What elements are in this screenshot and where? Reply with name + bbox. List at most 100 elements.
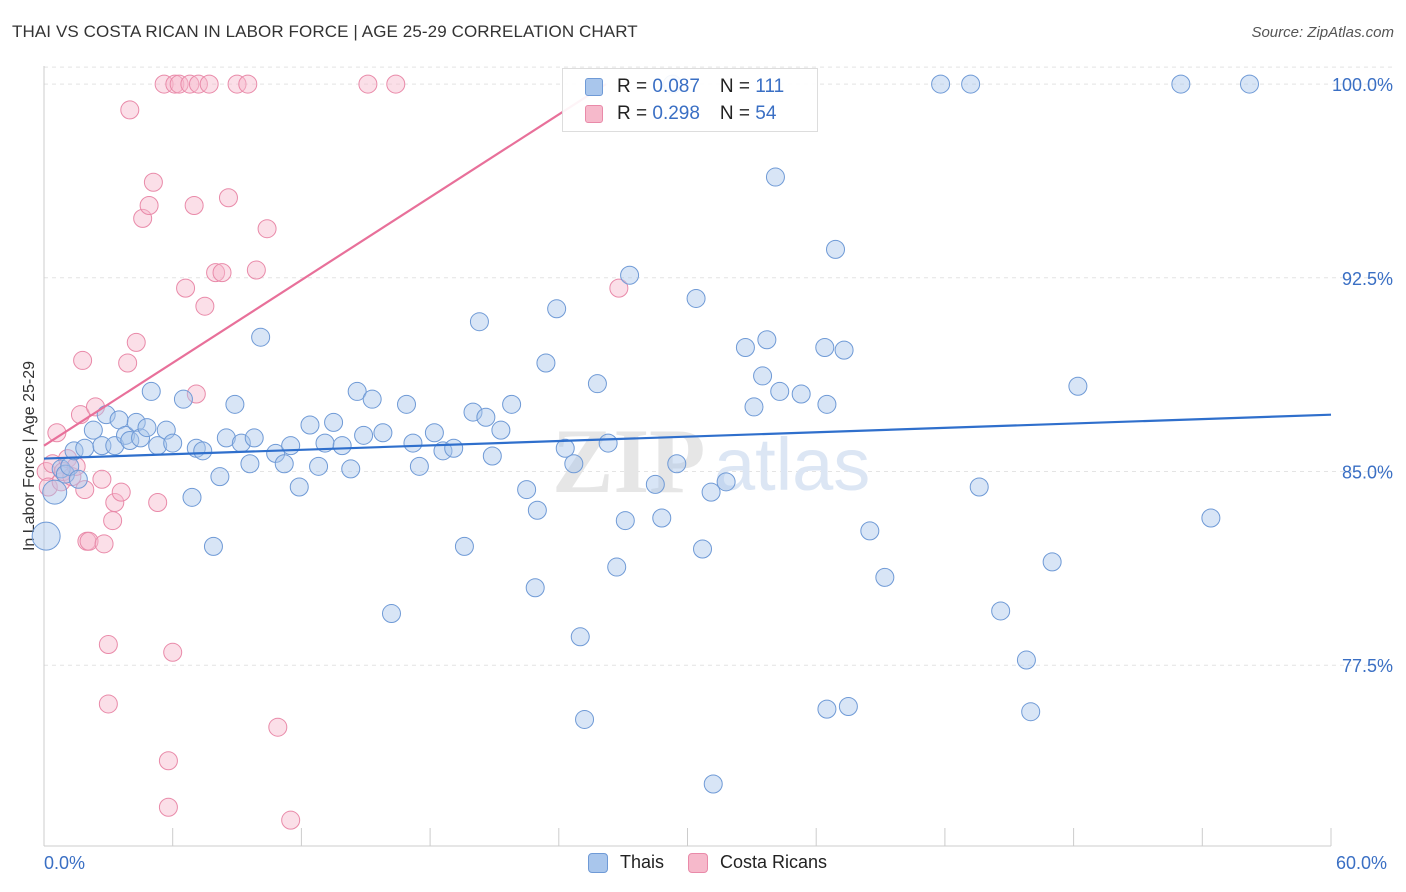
costa-ricans-point [195,296,215,316]
costa-ricans-point [218,188,238,208]
thais-point [961,74,981,94]
thais-point [607,557,627,577]
thais-point [826,239,846,259]
thais-point [381,604,401,624]
thais-point [598,433,618,453]
costa-ricans-point [73,350,93,370]
thais-point [126,412,146,432]
thais-point [362,389,382,409]
thais-point [815,338,835,358]
legend-r-value-thais: 0.087 [652,76,700,97]
thais-point [341,459,361,479]
thais-point [753,366,773,386]
thais-point [1171,74,1191,94]
thais-point [354,425,374,445]
thais-point [991,601,1011,621]
costa-ricans-point [75,480,95,500]
y-tick-label: 85.0% [1342,462,1393,482]
thais-point [735,338,755,358]
y-tick-label: 92.5% [1342,269,1393,289]
thais-point [83,420,103,440]
thais-point [536,353,556,373]
thais-point [42,479,68,505]
legend-swatch-costa-ricans [585,105,603,123]
thais-point [424,423,444,443]
thais-point [163,433,183,453]
thais-point [1042,552,1062,572]
costa-ricans-point [206,263,226,283]
thais-point [1021,702,1041,722]
thais-point [667,454,687,474]
thais-point [686,288,706,308]
costa-ricans-point [126,332,146,352]
thais-point [482,446,502,466]
thais-point [693,539,713,559]
thais-point [75,438,95,458]
costa-ricans-point [118,353,138,373]
thais-point [92,436,112,456]
thais-point [469,312,489,332]
costa-ricans-point [281,810,301,830]
thais-point [555,438,575,458]
thais-point [587,374,607,394]
thais-point [564,454,584,474]
thais-point [281,436,301,456]
thais-point [141,381,161,401]
thais-point [203,536,223,556]
costa-ricans-point [268,717,288,737]
thais-point [274,454,294,474]
legend-r-value-costa-ricans: 0.298 [652,103,700,124]
thais-point [463,402,483,422]
correlation-legend: R = 0.087 N = 111 R = 0.298 N = 54 [562,68,818,132]
thais-point [770,381,790,401]
series-legend-swatch-costa-ricans [688,852,709,873]
series-legend-item-thais: Thais [588,852,664,873]
y-tick-label: 100.0% [1332,75,1393,95]
costa-ricans-point [36,461,56,481]
legend-n-label: N = [719,76,756,97]
series-legend-swatch-thais [588,852,608,873]
thais-point [182,487,202,507]
thais-point [547,299,567,319]
thais-point [860,521,880,541]
thais-point [309,456,329,476]
thais-point [502,394,522,414]
costa-ricans-point [158,797,178,817]
thais-point [744,397,764,417]
series-legend-label-thais: Thais [620,852,665,872]
thais-point [517,480,537,500]
thais-point [300,415,320,435]
thais-point [409,456,429,476]
costa-ricans-trend-line [43,83,607,447]
thais-point [324,412,344,432]
costa-ricans-point [120,100,140,120]
costa-ricans-point [158,751,178,771]
thais-point [251,327,271,347]
costa-ricans-point [227,74,247,94]
legend-n-value-thais: 111 [755,76,785,97]
costa-ricans-point [188,74,208,94]
thais-point [68,469,88,489]
thais-point [817,394,837,414]
costa-ricans-point [143,172,163,192]
thais-point [403,433,423,453]
source-label: Source: ZipAtlas.com [1251,24,1394,41]
thais-point [373,423,393,443]
thais-point [875,567,895,587]
thais-point [347,381,367,401]
thais-point [834,340,854,360]
x-tick-label-max: 60.0% [1336,853,1388,873]
legend-swatch-thais [585,78,603,96]
thais-point [757,330,777,350]
thais-point [491,420,511,440]
thais-point [1239,74,1259,94]
thais-point [289,477,309,497]
costa-ricans-point [139,195,159,215]
costa-ricans-point [94,534,114,554]
costa-ricans-point [176,278,196,298]
thais-point [454,536,474,556]
thais-point [931,74,951,94]
series-legend-label-costa-ricans: Costa Ricans [720,852,828,872]
thais-point [137,418,157,438]
thais-point [969,477,989,497]
